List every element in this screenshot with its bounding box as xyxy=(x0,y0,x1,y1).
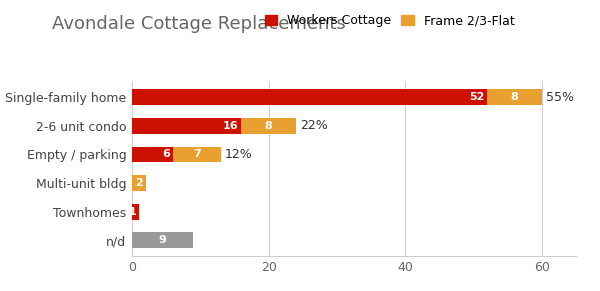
Bar xyxy=(132,89,487,105)
Bar xyxy=(132,147,173,162)
Text: 1: 1 xyxy=(128,207,136,217)
Bar xyxy=(132,204,139,219)
Text: Avondale Cottage Replacements: Avondale Cottage Replacements xyxy=(52,15,346,33)
Text: 16: 16 xyxy=(223,121,239,131)
Text: 7: 7 xyxy=(193,150,201,159)
Bar xyxy=(132,233,193,248)
Text: 9: 9 xyxy=(159,235,167,245)
Text: 22%: 22% xyxy=(300,119,328,132)
Text: 2: 2 xyxy=(135,178,143,188)
Text: 8: 8 xyxy=(265,121,272,131)
Bar xyxy=(487,89,542,105)
Text: 8: 8 xyxy=(511,92,518,102)
Text: 55%: 55% xyxy=(546,91,574,104)
Text: 52: 52 xyxy=(469,92,484,102)
Text: 6: 6 xyxy=(163,150,170,159)
Legend: Workers Cottage, Frame 2/3-Flat: Workers Cottage, Frame 2/3-Flat xyxy=(265,14,514,27)
Bar xyxy=(241,118,296,134)
Bar xyxy=(132,118,241,134)
Text: 12%: 12% xyxy=(225,148,253,161)
Bar xyxy=(173,147,221,162)
Bar xyxy=(132,175,146,191)
